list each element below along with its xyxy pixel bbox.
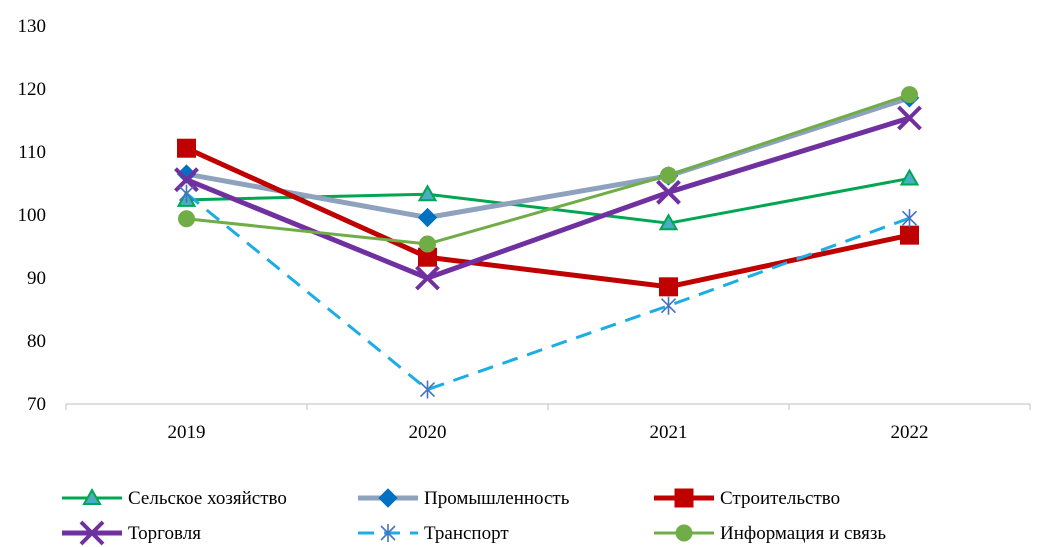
data-point-marker [380,524,396,542]
data-point-marker [899,168,920,186]
legend-label: Информация и связь [720,523,886,544]
data-point-marker [901,209,918,228]
data-point-marker [82,487,102,505]
y-tick-label: 130 [18,16,47,37]
y-tick-label: 80 [27,331,46,352]
data-point-marker [659,277,678,297]
legend-item: Строительство [654,488,840,509]
series-line [186,93,910,246]
data-point-marker [900,225,919,245]
data-point-marker [419,380,436,399]
legend-label: Транспорт [424,523,509,544]
x-tick-label: 2019 [168,422,206,443]
y-tick-label: 90 [27,268,46,289]
x-tick-label: 2021 [650,422,688,443]
data-point-marker [177,138,196,158]
data-point-marker [660,166,677,184]
legend-item: Информация и связь [654,523,886,544]
chart-axes [65,403,1031,410]
series-line [185,145,911,290]
x-axis-tick-labels: 2019 2020 2021 2022 [168,422,929,443]
chart-series [174,86,922,399]
y-axis-tick-labels: 70 80 90 100 110 120 130 [18,16,47,415]
data-point-marker [417,207,438,228]
legend-item: Торговля [62,520,201,546]
data-point-marker [415,265,440,291]
legend-item: Промышленность [358,488,570,509]
data-point-marker [419,235,436,253]
data-point-marker [417,184,438,202]
data-point-marker [656,179,681,205]
series-Промышленность [176,88,920,228]
series-line [185,115,911,281]
series-line [186,176,910,225]
data-point-marker [79,520,105,546]
y-tick-label: 120 [18,79,47,100]
data-point-marker [897,105,922,131]
legend-label: Торговля [128,523,201,544]
legend-item: Сельское хозяйство [62,487,287,509]
series-Строительство [177,138,919,297]
x-tick-label: 2020 [409,422,447,443]
x-tick-label: 2022 [891,422,929,443]
series-line [186,95,911,221]
data-point-marker [674,488,694,508]
legend-label: Строительство [720,488,840,509]
chart-legend: Сельское хозяйство Промышленность Строител… [62,487,886,546]
legend-label: Сельское хозяйство [128,488,287,509]
series-Транспорт [178,184,918,399]
data-point-marker [378,488,398,508]
legend-label: Промышленность [424,488,570,509]
data-point-marker [178,184,195,203]
y-tick-label: 70 [27,394,46,415]
data-point-marker [660,296,677,315]
data-point-marker [658,213,679,231]
legend-item: Транспорт [358,523,509,544]
y-tick-label: 110 [18,142,46,163]
data-point-marker [675,524,693,542]
series-Информация и связь [178,86,918,253]
data-point-marker [901,86,918,104]
data-point-marker [178,210,195,228]
y-tick-label: 100 [18,205,47,226]
